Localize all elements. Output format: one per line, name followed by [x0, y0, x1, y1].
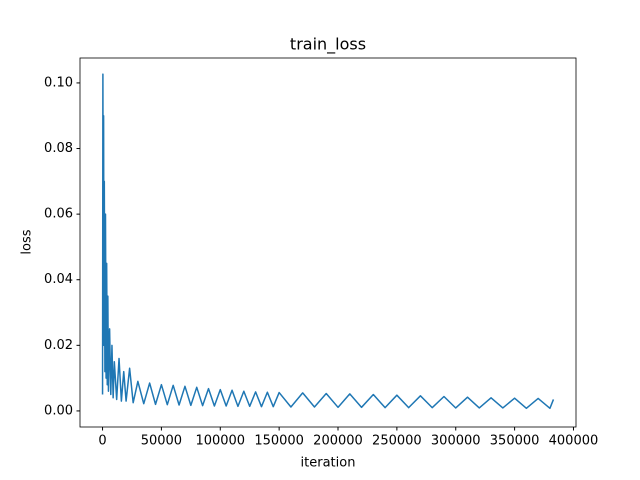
x-tick-label: 0: [98, 434, 106, 449]
y-tick-label: 0.10: [44, 75, 73, 90]
y-tick-label: 0.08: [44, 141, 73, 156]
y-axis-label: loss: [20, 229, 35, 254]
x-tick-label: 400000: [549, 434, 599, 449]
y-tick-label: 0.02: [44, 338, 73, 353]
x-tick-label: 50000: [141, 434, 182, 449]
y-tick-label: 0.00: [44, 403, 73, 418]
plot-frame: [79, 57, 577, 428]
x-tick-label: 100000: [195, 434, 245, 449]
loss-line: [101, 73, 555, 410]
x-tick-label: 350000: [490, 434, 540, 449]
x-tick-label: 200000: [313, 434, 363, 449]
y-tick-label: 0.04: [44, 272, 73, 287]
x-tick-label: 250000: [372, 434, 422, 449]
x-tick-label: 300000: [431, 434, 481, 449]
x-axis-label: iteration: [301, 456, 356, 471]
y-tick-label: 0.06: [44, 207, 73, 222]
x-tick-label: 150000: [254, 434, 304, 449]
chart-title: train_loss: [290, 35, 366, 55]
